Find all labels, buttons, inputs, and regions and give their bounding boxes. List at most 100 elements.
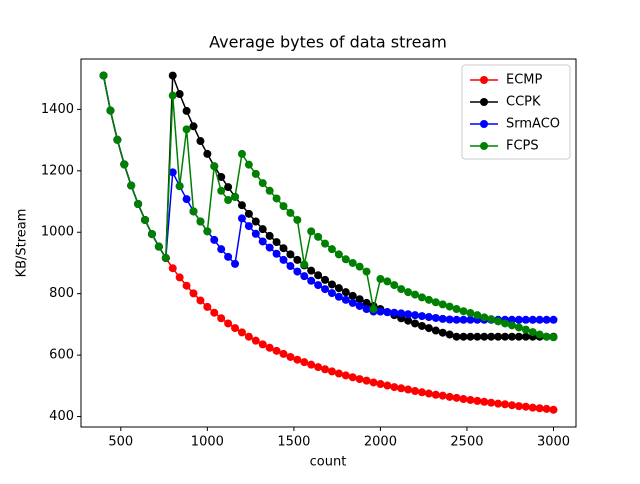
marker (334, 284, 343, 293)
marker (431, 326, 440, 335)
marker (501, 332, 510, 341)
legend-label: SrmACO (506, 117, 560, 132)
marker (106, 106, 115, 115)
marker (224, 183, 233, 192)
marker (424, 295, 433, 304)
marker (334, 250, 343, 259)
marker (293, 355, 302, 364)
marker (272, 249, 281, 258)
marker (376, 274, 385, 283)
marker (549, 315, 558, 324)
marker (244, 160, 253, 169)
marker (182, 195, 191, 204)
marker (397, 285, 406, 294)
marker (300, 358, 309, 367)
marker (473, 396, 482, 405)
marker (466, 315, 475, 324)
marker (279, 244, 288, 253)
x-tick-label: 2000 (364, 435, 397, 450)
marker (411, 319, 420, 328)
marker (161, 254, 170, 263)
marker (501, 400, 510, 409)
x-tick-label: 1500 (277, 435, 310, 450)
marker (452, 332, 461, 341)
marker (521, 332, 530, 341)
marker (528, 403, 537, 412)
marker (390, 383, 399, 392)
marker (237, 201, 246, 210)
marker (514, 332, 523, 341)
marker (175, 273, 184, 282)
marker (494, 317, 503, 326)
marker (411, 311, 420, 320)
marker (514, 315, 523, 324)
marker (321, 275, 330, 284)
marker (535, 404, 544, 413)
marker (265, 243, 274, 252)
marker (383, 381, 392, 390)
marker (237, 149, 246, 158)
marker (113, 135, 122, 144)
marker (376, 379, 385, 388)
marker (487, 398, 496, 407)
marker (404, 310, 413, 319)
marker (251, 217, 260, 226)
marker (251, 336, 260, 345)
marker (217, 172, 226, 181)
marker (286, 250, 295, 259)
marker (203, 302, 212, 311)
marker (514, 402, 523, 411)
marker (390, 308, 399, 317)
marker (397, 309, 406, 318)
marker (272, 194, 281, 203)
marker (507, 332, 516, 341)
marker (376, 307, 385, 316)
marker (341, 371, 350, 380)
marker (189, 289, 198, 298)
marker (258, 340, 267, 349)
marker (210, 235, 219, 244)
marker (258, 237, 267, 246)
marker (244, 332, 253, 341)
legend-marker (480, 142, 488, 150)
marker (182, 106, 191, 115)
marker (307, 276, 316, 285)
marker (334, 292, 343, 301)
marker (258, 225, 267, 234)
marker (175, 182, 184, 191)
marker (237, 328, 246, 337)
marker (272, 238, 281, 247)
marker (175, 90, 184, 99)
marker (141, 215, 150, 224)
marker (196, 137, 205, 146)
marker (411, 387, 420, 396)
marker (542, 315, 551, 324)
marker (307, 227, 316, 236)
marker (286, 352, 295, 361)
marker (501, 319, 510, 328)
marker (417, 312, 426, 321)
marker (494, 332, 503, 341)
marker (487, 332, 496, 341)
marker (535, 330, 544, 339)
marker (480, 397, 489, 406)
marker (217, 186, 226, 195)
marker (417, 293, 426, 302)
marker (445, 302, 454, 311)
marker (321, 365, 330, 374)
marker (182, 125, 191, 134)
marker (362, 376, 371, 385)
marker (355, 301, 364, 310)
marker (196, 217, 205, 226)
marker (134, 199, 143, 208)
marker (487, 315, 496, 324)
marker (265, 186, 274, 195)
marker (258, 179, 267, 188)
marker (348, 373, 357, 382)
legend-label: FCPS (506, 139, 539, 154)
marker (507, 401, 516, 410)
marker (168, 264, 177, 273)
y-tick-label: 600 (49, 348, 74, 363)
axes-frame (80, 58, 577, 428)
